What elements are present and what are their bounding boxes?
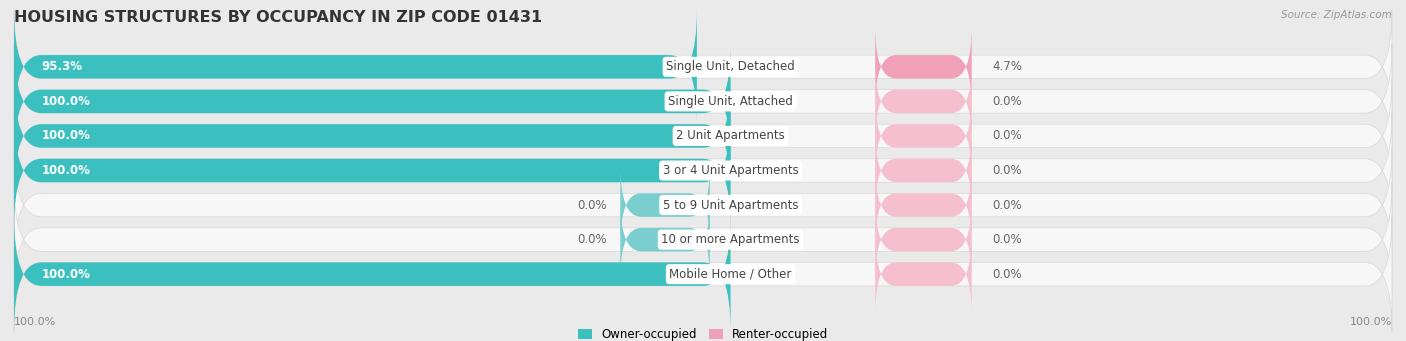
Text: 100.0%: 100.0%: [42, 164, 90, 177]
Text: 0.0%: 0.0%: [576, 233, 606, 246]
FancyBboxPatch shape: [620, 165, 710, 245]
Text: Source: ZipAtlas.com: Source: ZipAtlas.com: [1281, 10, 1392, 20]
FancyBboxPatch shape: [14, 10, 697, 124]
Text: 10 or more Apartments: 10 or more Apartments: [661, 233, 800, 246]
Text: 100.0%: 100.0%: [42, 95, 90, 108]
Text: 0.0%: 0.0%: [993, 233, 1022, 246]
FancyBboxPatch shape: [14, 217, 731, 331]
FancyBboxPatch shape: [876, 27, 972, 107]
Text: 0.0%: 0.0%: [993, 95, 1022, 108]
Text: 0.0%: 0.0%: [993, 164, 1022, 177]
FancyBboxPatch shape: [876, 234, 972, 314]
Text: HOUSING STRUCTURES BY OCCUPANCY IN ZIP CODE 01431: HOUSING STRUCTURES BY OCCUPANCY IN ZIP C…: [14, 10, 543, 25]
FancyBboxPatch shape: [14, 78, 731, 193]
FancyBboxPatch shape: [14, 182, 1392, 297]
FancyBboxPatch shape: [876, 96, 972, 176]
FancyBboxPatch shape: [876, 165, 972, 245]
Text: 3 or 4 Unit Apartments: 3 or 4 Unit Apartments: [662, 164, 799, 177]
FancyBboxPatch shape: [620, 199, 710, 280]
Text: 2 Unit Apartments: 2 Unit Apartments: [676, 130, 785, 143]
Text: 0.0%: 0.0%: [993, 130, 1022, 143]
Text: 95.3%: 95.3%: [42, 60, 83, 73]
Text: 100.0%: 100.0%: [14, 317, 56, 327]
Text: 0.0%: 0.0%: [576, 198, 606, 211]
FancyBboxPatch shape: [14, 44, 1392, 159]
Text: Single Unit, Attached: Single Unit, Attached: [668, 95, 793, 108]
Text: Single Unit, Detached: Single Unit, Detached: [666, 60, 794, 73]
FancyBboxPatch shape: [876, 199, 972, 280]
FancyBboxPatch shape: [14, 44, 731, 159]
FancyBboxPatch shape: [14, 113, 731, 228]
Text: 4.7%: 4.7%: [993, 60, 1022, 73]
Text: Mobile Home / Other: Mobile Home / Other: [669, 268, 792, 281]
Text: 5 to 9 Unit Apartments: 5 to 9 Unit Apartments: [662, 198, 799, 211]
Text: 0.0%: 0.0%: [993, 198, 1022, 211]
FancyBboxPatch shape: [876, 61, 972, 142]
FancyBboxPatch shape: [14, 113, 1392, 228]
FancyBboxPatch shape: [14, 148, 1392, 263]
Legend: Owner-occupied, Renter-occupied: Owner-occupied, Renter-occupied: [578, 328, 828, 341]
Text: 100.0%: 100.0%: [42, 130, 90, 143]
FancyBboxPatch shape: [14, 78, 1392, 193]
FancyBboxPatch shape: [14, 217, 1392, 331]
Text: 0.0%: 0.0%: [993, 268, 1022, 281]
FancyBboxPatch shape: [14, 10, 1392, 124]
Text: 100.0%: 100.0%: [1350, 317, 1392, 327]
FancyBboxPatch shape: [876, 130, 972, 211]
Text: 100.0%: 100.0%: [42, 268, 90, 281]
